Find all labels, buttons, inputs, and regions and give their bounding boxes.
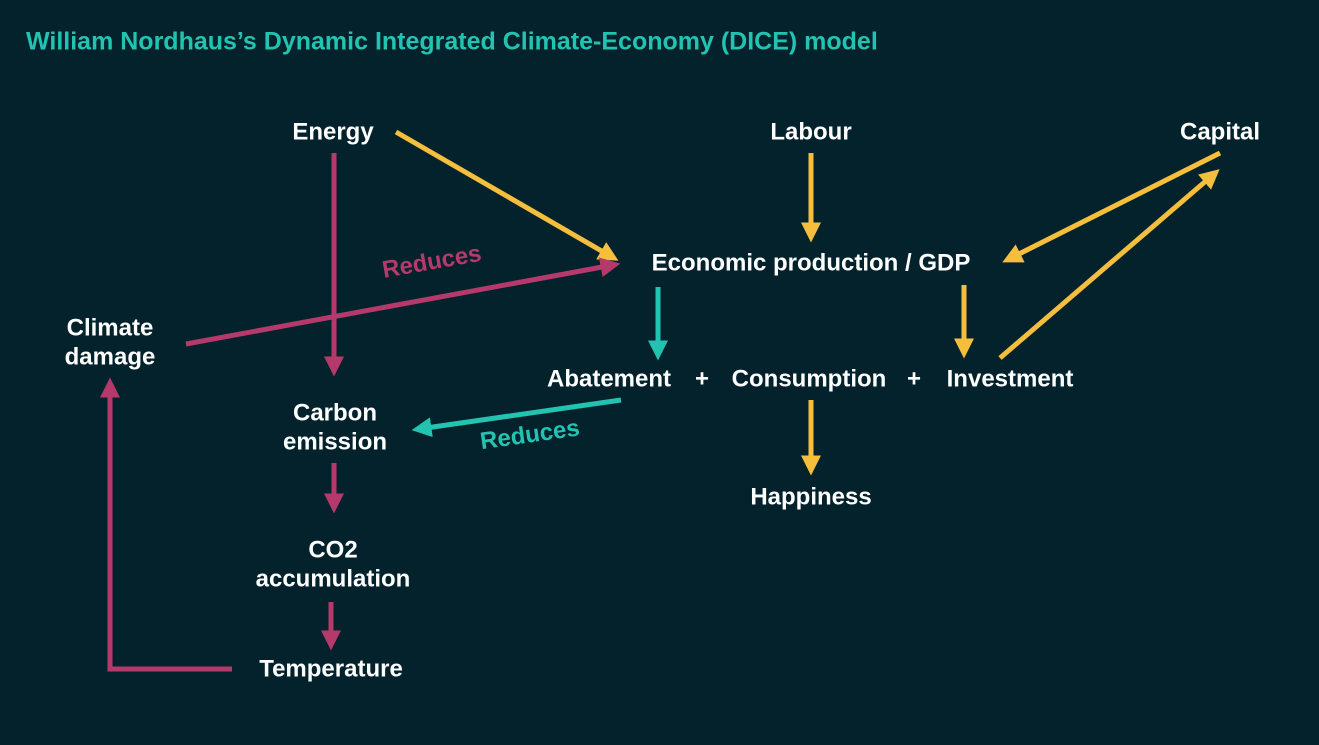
arrow [411, 397, 622, 438]
node: Abatement [547, 365, 671, 392]
node: Investment [947, 365, 1074, 392]
node: damage [65, 343, 156, 370]
node: + [695, 365, 709, 392]
node: Capital [1180, 118, 1260, 145]
arrow [998, 169, 1220, 360]
node: accumulation [256, 565, 411, 592]
node: Economic production / GDP [652, 249, 971, 276]
node: emission [283, 428, 387, 455]
title: William Nordhaus’s Dynamic Integrated Cl… [26, 28, 878, 56]
node: Climate [67, 314, 154, 341]
node: Consumption [732, 365, 887, 392]
node: Energy [292, 118, 374, 145]
arrow [185, 257, 621, 347]
arrow [394, 129, 619, 261]
node: Labour [770, 118, 851, 145]
node: Temperature [259, 655, 403, 682]
arrow [1002, 150, 1222, 263]
node: Carbon [293, 399, 377, 426]
node: CO2 [308, 536, 357, 563]
node: Happiness [750, 483, 871, 510]
node: + [907, 365, 921, 392]
arrow [100, 377, 232, 672]
